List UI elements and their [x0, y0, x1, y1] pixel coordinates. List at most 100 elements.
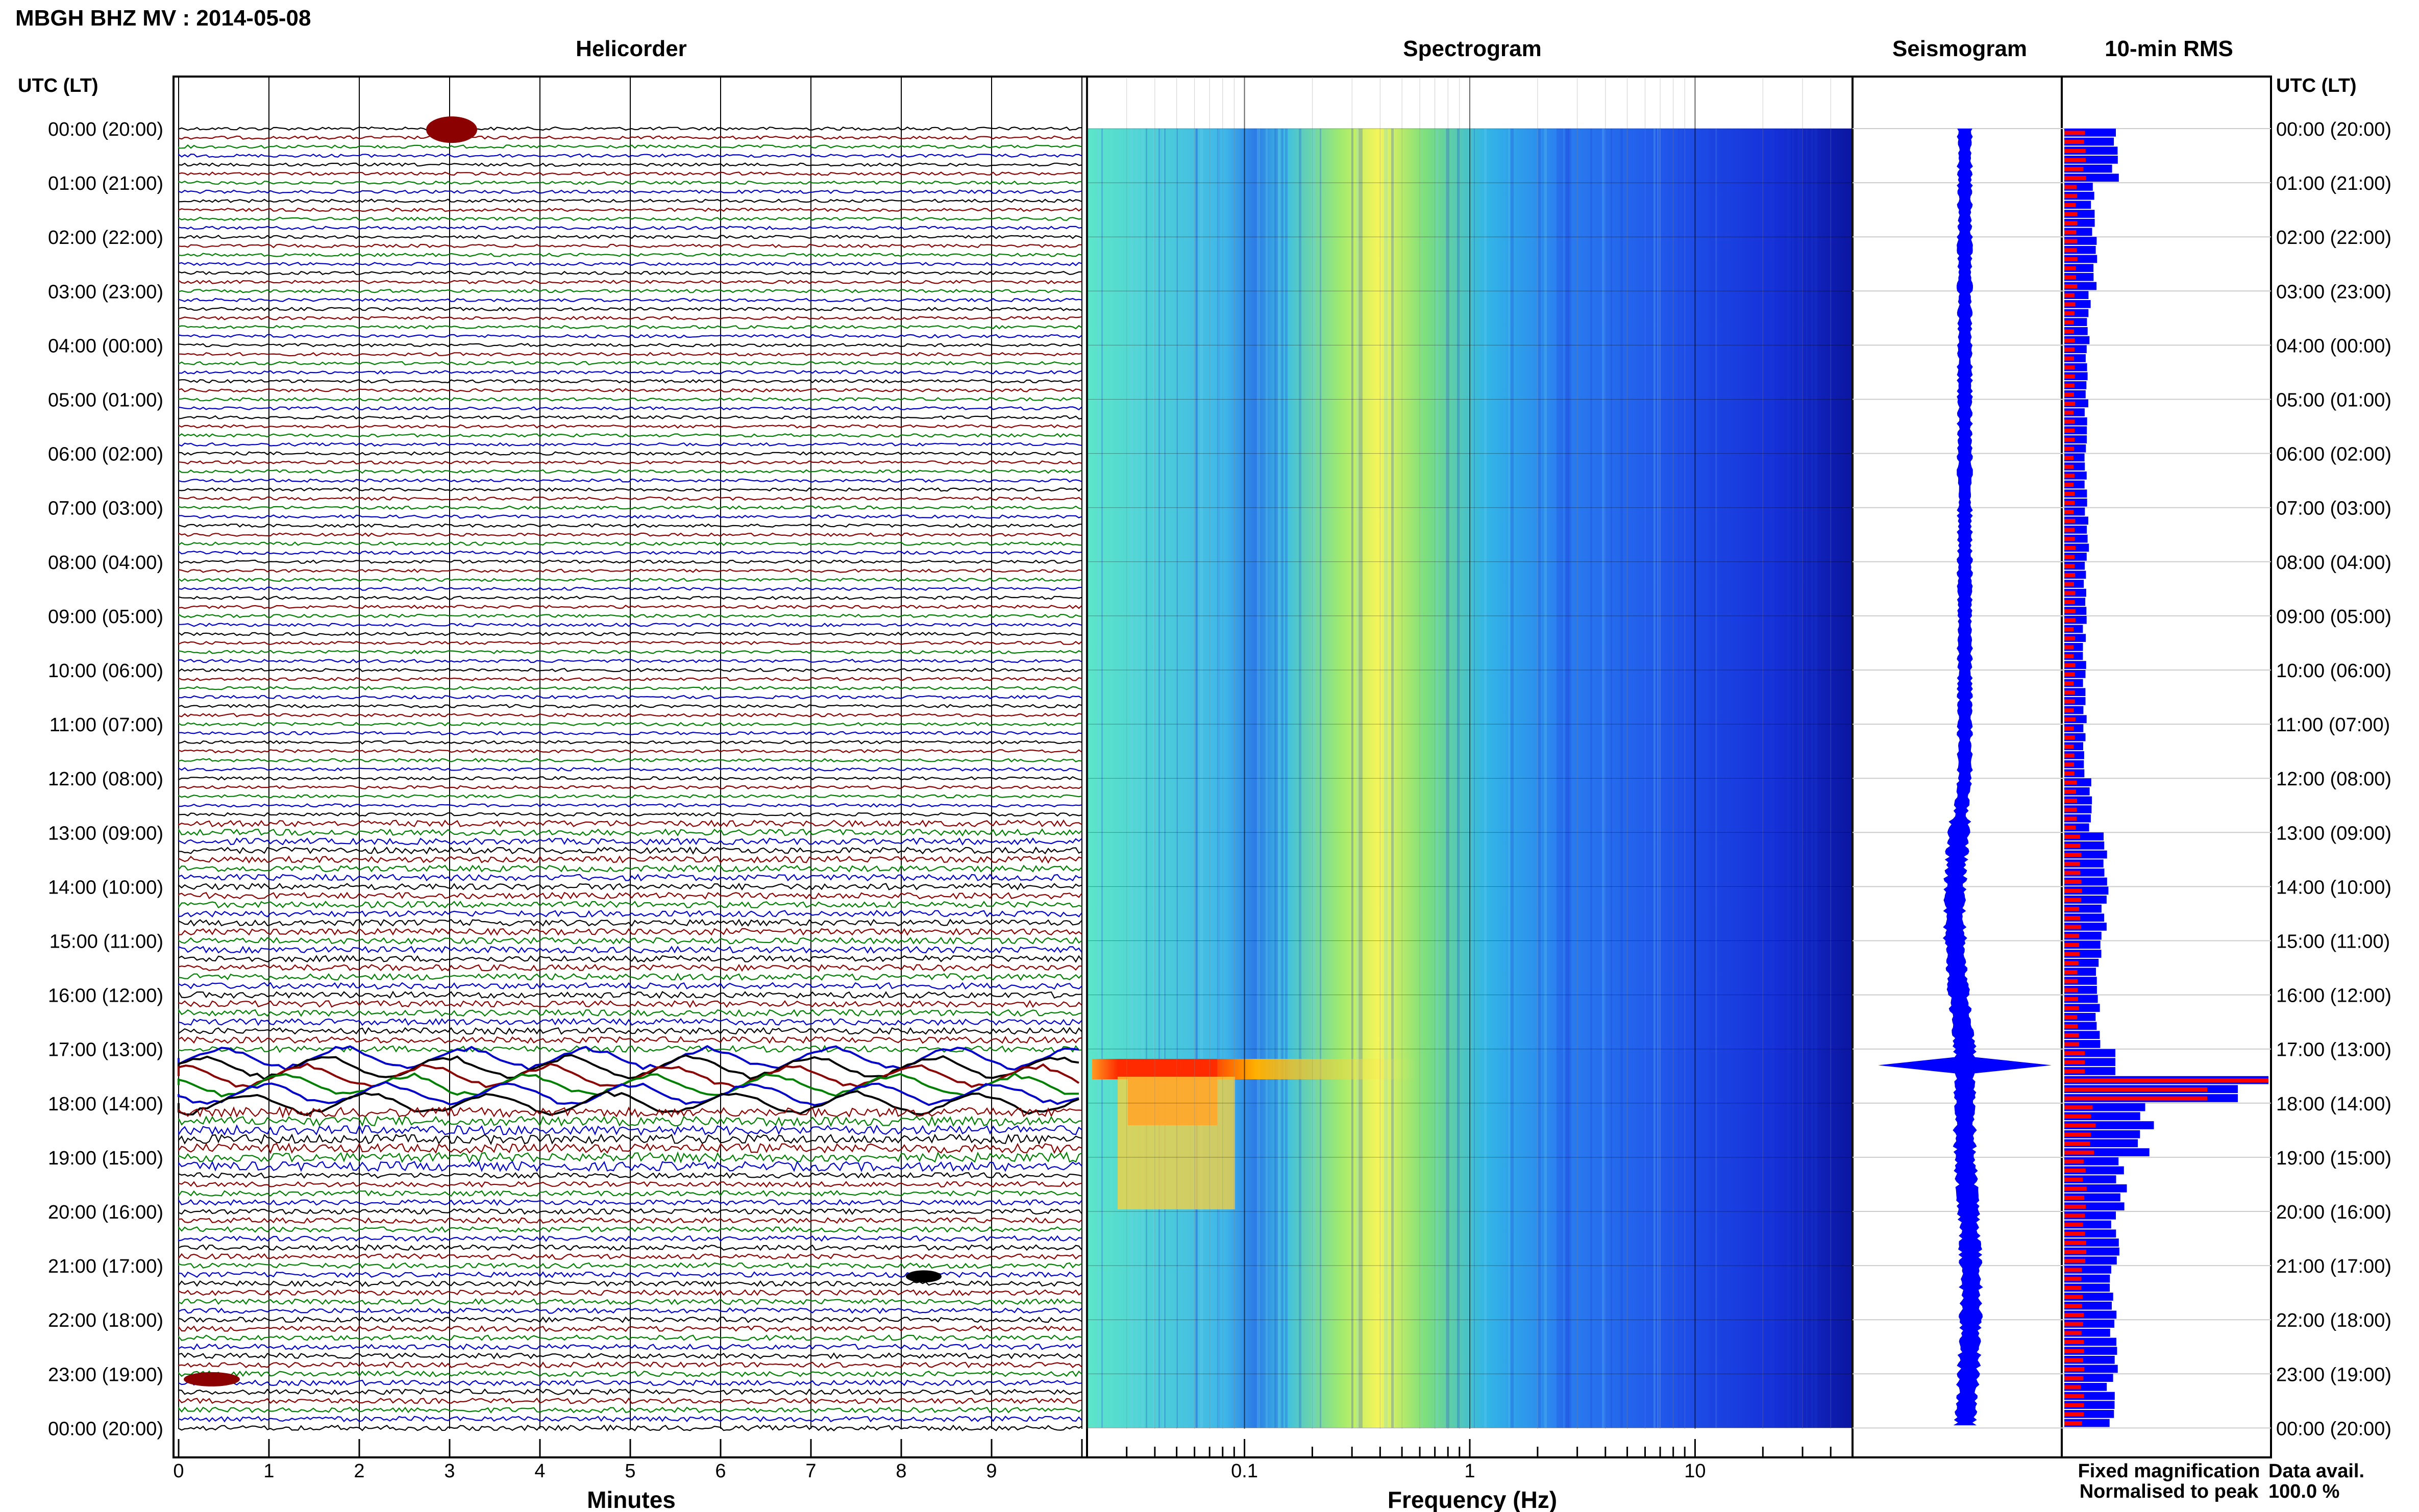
helicorder-trace-line: [178, 1208, 1082, 1216]
helicorder-tick-label: 5: [625, 1460, 635, 1482]
spectrogram-stripe: [1218, 129, 1220, 1428]
rms-normalised-bar: [2064, 618, 2076, 623]
time-label-right: 07:00 (03:00): [2276, 498, 2391, 519]
helicorder-event: [184, 1372, 240, 1386]
rms-normalised-bar: [2064, 654, 2074, 659]
rms-normalised-bar: [2064, 555, 2075, 559]
spectrogram-stripe: [1569, 129, 1571, 1428]
helicorder-trace-line: [178, 126, 1082, 131]
rms-normalised-bar: [2064, 943, 2080, 947]
helicorder-trace-line: [178, 279, 1082, 284]
helicorder-trace-line: [178, 288, 1082, 293]
helicorder-trace-line: [178, 695, 1082, 700]
rms-normalised-bar: [2064, 266, 2076, 270]
helicorder-trace-line: [178, 1160, 1082, 1173]
helicorder-trace-line: [178, 946, 1082, 954]
helicorder-trace-line: [178, 334, 1082, 338]
time-label-right: 00:00 (20:00): [2276, 119, 2391, 140]
rms-normalised-bar: [2064, 429, 2075, 433]
spectrogram-stripe: [1141, 129, 1144, 1428]
rms-normalised-bar: [2064, 753, 2075, 758]
rms-normalised-bar: [2064, 1132, 2091, 1137]
time-label-left: 04:00 (00:00): [48, 335, 163, 357]
rms-normalised-bar: [2064, 284, 2078, 288]
rms-normalised-bar: [2064, 771, 2075, 776]
time-label-left: 23:00 (19:00): [48, 1364, 163, 1385]
rms-normalised-bar: [2064, 970, 2078, 974]
helicorder-trace-line: [178, 135, 1082, 140]
rms-normalised-bar: [2064, 871, 2081, 875]
rms-normalised-bar: [2064, 591, 2076, 596]
time-label-right: 21:00 (17:00): [2276, 1256, 2391, 1277]
spectrogram-stripe: [1285, 129, 1288, 1428]
helicorder-tick-label: 2: [354, 1460, 364, 1482]
rms-normalised-bar: [2064, 1285, 2082, 1290]
helicorder-trace-line: [178, 776, 1082, 781]
right-time-labels: 00:00 (20:00) 01:00 (21:00) 02:00 (22:00) 0…: [2276, 119, 2391, 1440]
rms-normalised-bar: [2064, 257, 2078, 261]
rms-normalised-bar: [2064, 1186, 2087, 1191]
rms-normalised-bar: [2064, 293, 2075, 298]
rms-normalised-bar: [2064, 419, 2075, 424]
rms-normalised-bar: [2064, 717, 2076, 722]
helicorder-tick-label: 9: [986, 1460, 997, 1482]
spectrogram-stripe: [1136, 129, 1138, 1428]
spectrogram-stripe: [1164, 129, 1166, 1428]
helicorder-trace-line: [178, 794, 1082, 799]
rms-normalised-bar: [2064, 474, 2075, 478]
rms-normalised-bar: [2064, 672, 2075, 677]
rms-normalised-bar: [2064, 1060, 2085, 1064]
spectrogram-stripe: [1130, 129, 1133, 1428]
helicorder-trace-line: [178, 1018, 1082, 1026]
helicorder-trace-line: [178, 1000, 1082, 1008]
time-label-right: 09:00 (05:00): [2276, 606, 2391, 628]
helicorder-trace-line: [178, 469, 1082, 474]
spectrogram-title: Spectrogram: [1403, 36, 1541, 61]
spectrogram-stripe: [1217, 129, 1220, 1428]
spectrogram-stripe: [1101, 129, 1103, 1428]
helicorder-trace-line: [178, 1379, 1082, 1386]
time-label-right: 16:00 (12:00): [2276, 985, 2391, 1007]
rms-normalised-bar: [2064, 1033, 2079, 1037]
rms-normalised-bar: [2064, 546, 2076, 550]
helicorder-trace-line: [178, 596, 1082, 600]
rms-normalised-bar: [2064, 501, 2075, 505]
rms-normalised-bar: [2064, 582, 2074, 586]
rms-normalised-bar: [2064, 1304, 2082, 1308]
spectrogram-stripe: [1565, 129, 1566, 1428]
spectrogram-event-tail: [1118, 1077, 1235, 1209]
helicorder-trace-line: [178, 758, 1082, 763]
rms-normalised-bar: [2064, 302, 2076, 307]
spectrogram-stripe: [1280, 129, 1283, 1428]
helicorder-trace-line: [178, 623, 1082, 627]
rms-normalised-bar: [2064, 185, 2077, 189]
rms-normalised-bar: [2064, 1367, 2085, 1371]
helicorder-trace-line: [178, 171, 1082, 176]
helicorder-trace-line: [178, 837, 1082, 846]
helicorder-trace-line: [178, 1045, 1082, 1053]
helicorder-trace-line: [178, 478, 1082, 483]
time-label-right: 14:00 (10:00): [2276, 877, 2391, 898]
time-label-left: 13:00 (09:00): [48, 823, 163, 844]
spectrogram-stripe: [1146, 129, 1147, 1428]
helicorder-trace-line: [178, 955, 1082, 963]
helicorder-trace-line: [178, 927, 1082, 936]
rms-normalised-bar: [2064, 365, 2075, 370]
spectrogram-stripe: [1384, 129, 1388, 1428]
rms-normalised-bar: [2064, 158, 2086, 162]
rms-normalised-bar: [2064, 1268, 2082, 1272]
rms-normalised-bar: [2064, 510, 2074, 514]
time-label-left: 02:00 (22:00): [48, 227, 163, 249]
helicorder-trace-line: [178, 1244, 1082, 1251]
time-label-right: 08:00 (04:00): [2276, 552, 2391, 574]
helicorder-trace-line: [178, 298, 1082, 303]
spectrogram-stripe: [1511, 129, 1514, 1428]
helicorder-trace-line: [178, 153, 1082, 158]
rms-normalised-bar: [2064, 573, 2076, 577]
rms-normalised-bar: [2064, 663, 2076, 667]
spectrogram-tick-label: 10: [1684, 1460, 1706, 1482]
rms-normalised-bar: [2064, 726, 2074, 731]
helicorder-trace-line: [178, 1343, 1082, 1350]
spectrogram-stripe: [1158, 129, 1160, 1428]
helicorder-trace-line: [178, 1027, 1082, 1035]
